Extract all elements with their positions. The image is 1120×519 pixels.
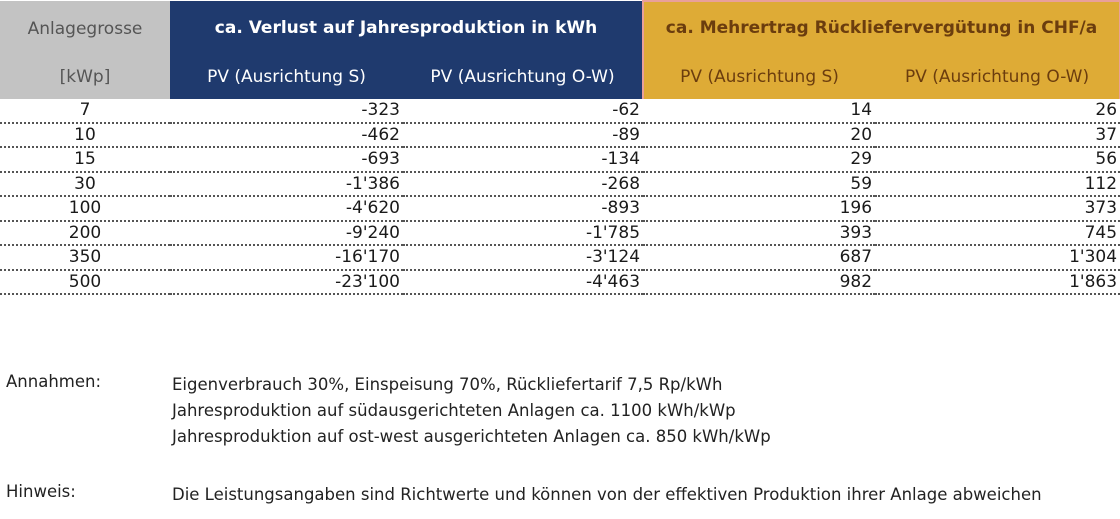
cell-loss-south: -1'386 [170,171,403,197]
assumption-line: Jahresproduktion auf ost-west ausgericht… [172,427,771,446]
assumption-line: Eigenverbrauch 30%, Einspeisung 70%, Rüc… [172,375,723,394]
cell-gain-south: 20 [643,122,876,148]
cell-loss-south: -9'240 [170,220,403,246]
cell-size: 15 [0,147,170,173]
header-gain-title: ca. Mehrertrag Rückliefervergütung in CH… [642,0,1120,54]
cell-loss-east-west: -134 [403,147,644,173]
cell-loss-south: -23'100 [170,269,403,295]
table-row: 10 -462 -89 20 37 [0,122,1120,148]
cell-gain-south: 982 [643,269,876,295]
notes-section: Annahmen: Eigenverbrauch 30%, Einspeisun… [6,372,1114,508]
header-size-unit: [kWp] [0,54,170,99]
cell-gain-east-west: 745 [875,220,1120,246]
cell-gain-east-west: 37 [875,122,1120,148]
table-row: 350 -16'170 -3'124 687 1'304 [0,245,1120,271]
cell-loss-east-west: -4'463 [403,269,644,295]
assumption-line: Jahresproduktion auf südausgerichteten A… [172,401,736,420]
cell-gain-east-west: 1'304 [875,245,1120,271]
cell-gain-south: 196 [643,196,876,222]
cell-gain-south: 687 [643,245,876,271]
table-row: 500 -23'100 -4'463 982 1'863 [0,269,1120,295]
cell-loss-east-west: -89 [403,122,644,148]
cell-size: 10 [0,122,170,148]
cell-loss-east-west: -1'785 [403,220,644,246]
cell-gain-east-west: 56 [875,147,1120,173]
pv-comparison-table: Anlagegrosse ca. Verlust auf Jahresprodu… [0,0,1120,295]
cell-loss-south: -323 [170,99,403,124]
hint-label: Hinweis: [6,482,76,501]
cell-gain-south: 59 [643,171,876,197]
header-loss-title: ca. Verlust auf Jahresproduktion in kWh [170,1,644,54]
header-loss-east-west: PV (Ausrichtung O-W) [403,54,644,99]
cell-gain-east-west: 112 [875,171,1120,197]
cell-size: 100 [0,196,170,222]
cell-loss-south: -693 [170,147,403,173]
cell-gain-east-west: 373 [875,196,1120,222]
cell-gain-south: 14 [643,99,876,124]
cell-loss-east-west: -268 [403,171,644,197]
header-gain-south: PV (Ausrichtung S) [642,54,876,99]
cell-gain-south: 29 [643,147,876,173]
cell-loss-east-west: -3'124 [403,245,644,271]
cell-loss-south: -4'620 [170,196,403,222]
assumptions-label: Annahmen: [6,372,102,391]
header-loss-south: PV (Ausrichtung S) [170,54,403,99]
table-row: 7 -323 -62 14 26 [0,99,1120,124]
cell-loss-south: -16'170 [170,245,403,271]
header-size-title: Anlagegrosse [0,1,170,54]
header-gain-east-west: PV (Ausrichtung O-W) [875,54,1120,99]
cell-size: 200 [0,220,170,246]
header-row-top: Anlagegrosse ca. Verlust auf Jahresprodu… [0,0,1120,54]
table-row: 15 -693 -134 29 56 [0,147,1120,173]
hint-text: Die Leistungsangaben sind Richtwerte und… [172,485,1042,504]
cell-loss-east-west: -893 [403,196,644,222]
cell-gain-south: 393 [643,220,876,246]
table-row: 100 -4'620 -893 196 373 [0,196,1120,222]
cell-size: 500 [0,269,170,295]
cell-gain-east-west: 1'863 [875,269,1120,295]
table-row: 200 -9'240 -1'785 393 745 [0,220,1120,246]
assumptions-block: Annahmen: Eigenverbrauch 30%, Einspeisun… [6,372,1114,450]
header-row-sub: [kWp] PV (Ausrichtung S) PV (Ausrichtung… [0,54,1120,99]
cell-size: 350 [0,245,170,271]
table-row: 30 -1'386 -268 59 112 [0,171,1120,197]
cell-gain-east-west: 26 [875,99,1120,124]
cell-loss-south: -462 [170,122,403,148]
cell-size: 30 [0,171,170,197]
cell-loss-east-west: -62 [403,99,644,124]
hint-block: Hinweis: Die Leistungsangaben sind Richt… [6,482,1114,508]
cell-size: 7 [0,99,170,124]
